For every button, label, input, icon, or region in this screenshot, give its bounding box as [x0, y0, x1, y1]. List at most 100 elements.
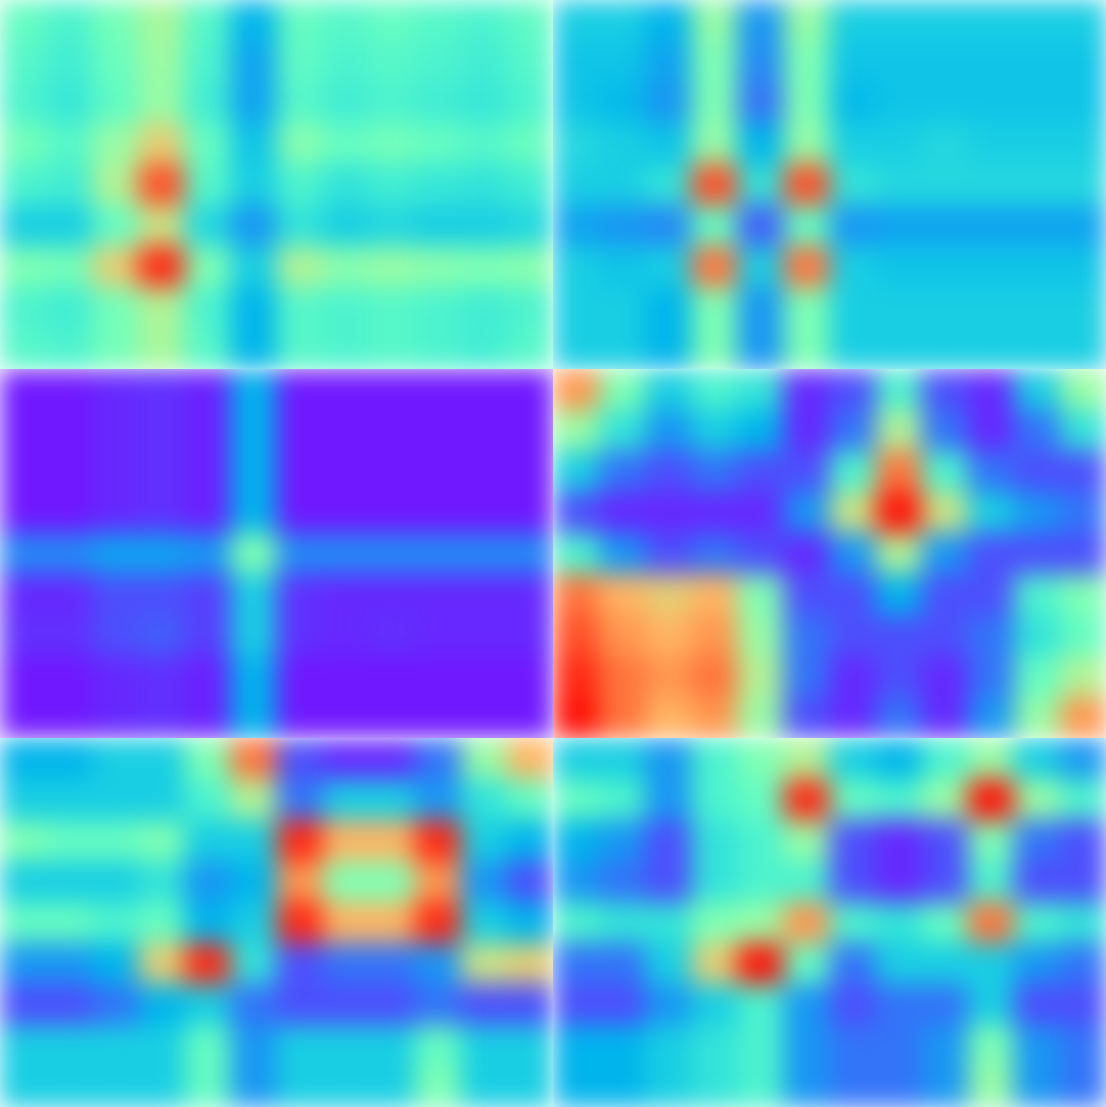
- heatmap-cell: [783, 1025, 830, 1067]
- heatmap-cell: [1060, 205, 1106, 247]
- heatmap-cell: [1060, 943, 1106, 985]
- heatmap-cell: [92, 123, 139, 165]
- heatmap-cell: [461, 369, 508, 411]
- heatmap-cell: [507, 451, 553, 493]
- heatmap-cell: [599, 164, 646, 206]
- heatmap-cell: [277, 41, 324, 83]
- heatmap-cell: [737, 82, 784, 124]
- heatmap-cell: [323, 779, 370, 821]
- heatmap-cell: [1014, 902, 1061, 944]
- heatmap-cell: [922, 861, 969, 903]
- heatmap-cell: [1014, 369, 1061, 411]
- heatmap-cell: [691, 738, 738, 780]
- heatmap-cell: [1060, 1066, 1106, 1107]
- heatmap-cell: [507, 1066, 553, 1107]
- heatmap-cell: [876, 328, 923, 369]
- heatmap-cell: [737, 943, 784, 985]
- heatmap-cell: [369, 615, 416, 657]
- heatmap-cell: [184, 697, 231, 738]
- heatmap-cell: [507, 82, 553, 124]
- heatmap-cell: [92, 41, 139, 83]
- heatmap-cell: [46, 41, 93, 83]
- heatmap-cell: [92, 1025, 139, 1067]
- heatmap-cell: [599, 656, 646, 698]
- heatmap-cell: [230, 41, 277, 83]
- heatmap-cell: [0, 0, 47, 42]
- heatmap-cell: [1014, 574, 1061, 616]
- heatmap-cell: [507, 123, 553, 165]
- heatmap-cell: [691, 246, 738, 288]
- heatmap-cell: [691, 287, 738, 329]
- heatmap-cell: [92, 779, 139, 821]
- heatmap-cell: [0, 902, 47, 944]
- heatmap-cell: [46, 820, 93, 862]
- heatmap-cell: [1014, 451, 1061, 493]
- heatmap-cell: [645, 492, 692, 534]
- panel: [0, 738, 553, 1107]
- heatmap-cell: [415, 943, 462, 985]
- heatmap-cell: [507, 369, 553, 411]
- heatmap-cell: [230, 533, 277, 575]
- heatmap-cell: [369, 738, 416, 780]
- heatmap-cell: [876, 779, 923, 821]
- heatmap-cell: [737, 164, 784, 206]
- heatmap-cell: [277, 615, 324, 657]
- heatmap-cell: [230, 246, 277, 288]
- heatmap-cell: [645, 738, 692, 780]
- heatmap-cell: [691, 615, 738, 657]
- heatmap-cell: [691, 164, 738, 206]
- heatmap-cell: [92, 205, 139, 247]
- heatmap-cell: [277, 902, 324, 944]
- heatmap-cells: [0, 369, 553, 738]
- heatmap-cells: [553, 369, 1106, 738]
- heatmap-cell: [92, 861, 139, 903]
- heatmap-cell: [783, 492, 830, 534]
- heatmap-cell: [830, 41, 877, 83]
- heatmap-cell: [645, 82, 692, 124]
- heatmap-cell: [0, 574, 47, 616]
- heatmap-cell: [553, 164, 600, 206]
- heatmap-cell: [922, 328, 969, 369]
- heatmap-cell: [184, 410, 231, 452]
- heatmap-cell: [323, 0, 370, 42]
- heatmap-cell: [184, 82, 231, 124]
- heatmap-cell: [277, 533, 324, 575]
- heatmap-cell: [1060, 410, 1106, 452]
- heatmap-cell: [507, 533, 553, 575]
- heatmap-cell: [92, 164, 139, 206]
- heatmap-cell: [968, 287, 1015, 329]
- heatmap-cell: [553, 410, 600, 452]
- figure: [0, 0, 1106, 1107]
- heatmap-cell: [645, 123, 692, 165]
- heatmap-cell: [461, 984, 508, 1026]
- heatmap-cell: [277, 861, 324, 903]
- heatmap-cell: [415, 410, 462, 452]
- heatmap-cell: [184, 205, 231, 247]
- heatmap-cell: [691, 1066, 738, 1107]
- heatmap-cell: [1060, 164, 1106, 206]
- heatmap-cell: [1060, 533, 1106, 575]
- heatmap-cell: [184, 287, 231, 329]
- heatmap-cell: [783, 205, 830, 247]
- heatmap-cell: [46, 533, 93, 575]
- heatmap-cell: [1060, 779, 1106, 821]
- heatmap-cell: [507, 574, 553, 616]
- heatmap-cell: [737, 574, 784, 616]
- heatmap-cell: [323, 451, 370, 493]
- heatmap-cell: [553, 246, 600, 288]
- heatmap-cell: [184, 1066, 231, 1107]
- heatmap-cell: [0, 410, 47, 452]
- heatmap-cell: [1060, 82, 1106, 124]
- heatmap-cell: [553, 451, 600, 493]
- heatmap-cell: [46, 943, 93, 985]
- heatmap-cell: [737, 0, 784, 42]
- heatmap-cell: [553, 1025, 600, 1067]
- heatmap-cell: [415, 697, 462, 738]
- heatmap-cell: [599, 820, 646, 862]
- heatmap-cell: [138, 533, 185, 575]
- heatmap-cell: [323, 410, 370, 452]
- heatmap-cell: [922, 410, 969, 452]
- heatmap-cell: [507, 1025, 553, 1067]
- heatmap-cell: [599, 697, 646, 738]
- heatmap-cell: [507, 492, 553, 534]
